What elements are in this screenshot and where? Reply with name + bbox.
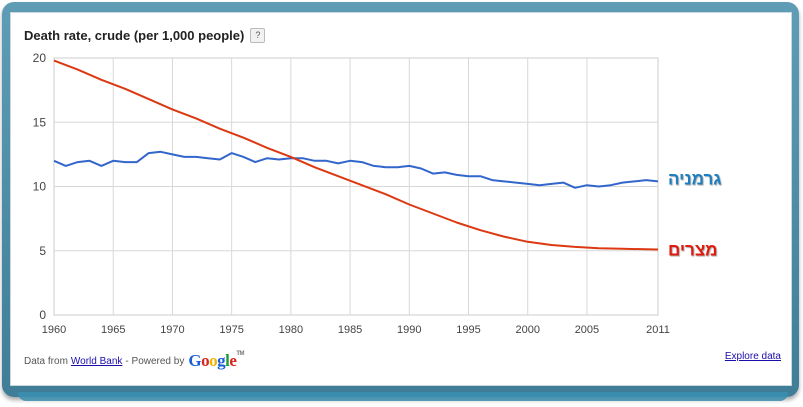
x-tick-label: 2011 [646, 324, 670, 336]
explore-data-link[interactable]: Explore data [724, 351, 781, 362]
footer-source: Data from World Bank - Powered by Google… [24, 351, 245, 371]
x-tick-label: 1975 [219, 324, 243, 336]
frame-bottom-band [18, 392, 788, 401]
google-logo: GoogleTM [188, 351, 245, 370]
help-button[interactable]: ? [250, 27, 266, 43]
series-label-2: מצרים [668, 240, 718, 259]
y-tick-label: 10 [33, 180, 47, 194]
chart-panel: Death rate, crude (per 1,000 people) ? 1… [10, 12, 792, 386]
line-chart: 1960 1965 1970 1975 1980 1985 1990 1995 2000 2005… [33, 51, 722, 336]
title-row: Death rate, crude (per 1,000 people) ? [24, 26, 266, 44]
y-tick-label: 5 [39, 244, 46, 258]
x-tick-label: 1995 [456, 324, 480, 336]
x-tick-label: 1960 [42, 324, 66, 336]
x-tick-label: 1965 [101, 324, 125, 336]
powered-by-text: - Powered by [125, 355, 185, 367]
chart-title: Death rate, crude (per 1,000 people) [24, 27, 245, 43]
x-tick-label: 1980 [279, 324, 303, 336]
data-from-text: Data from [24, 355, 68, 367]
google-tm: TM [236, 351, 245, 357]
x-tick-label: 2000 [515, 324, 539, 336]
y-tick-label: 20 [33, 51, 47, 65]
x-tick-label: 1985 [338, 324, 362, 336]
footer-explore: Explore data [725, 351, 781, 362]
series-label-1: גרמניה [668, 169, 721, 188]
y-tick-label: 15 [33, 115, 47, 129]
world-bank-link[interactable]: World Bank [70, 355, 123, 367]
series-line-2 [53, 59, 659, 251]
y-tick-label: 0 [39, 308, 46, 322]
series-line-1 [53, 150, 659, 189]
x-tick-label: 2005 [575, 324, 599, 336]
x-tick-label: 1990 [397, 324, 421, 336]
x-tick-label: 1970 [160, 324, 184, 336]
